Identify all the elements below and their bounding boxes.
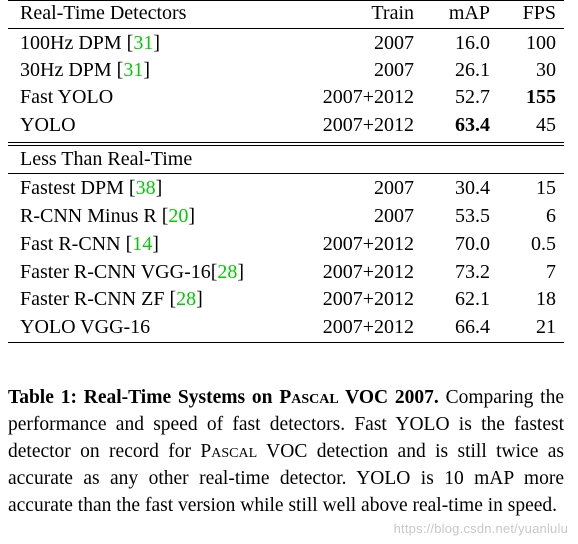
header-rule [8, 28, 564, 29]
detector-name: 30Hz DPM [20, 59, 117, 81]
detector-name: 100Hz DPM [20, 32, 127, 54]
fps-cell: 45 [536, 114, 556, 136]
header-fps: FPS [522, 2, 556, 24]
map-cell: 26.1 [455, 59, 490, 81]
header-detector: Real-Time Detectors [20, 2, 187, 24]
table-row: 100Hz DPM [31] 2007 16.0 100 [20, 32, 556, 54]
train-cell: 2007 [374, 177, 414, 199]
train-cell: 2007+2012 [322, 86, 414, 108]
train-cell: 2007+2012 [322, 288, 414, 310]
detector-name: R-CNN Minus R [20, 205, 162, 227]
detector-name: YOLO [20, 114, 76, 136]
train-cell: 2007+2012 [322, 114, 414, 136]
table-row: 30Hz DPM [31] 2007 26.1 30 [20, 59, 556, 81]
fps-cell: 6 [546, 205, 556, 227]
train-cell: 2007 [374, 205, 414, 227]
section-title-rule [8, 173, 564, 174]
watermark-text: https://blog.csdn.net/yuanlulu [393, 521, 568, 536]
section-rule-top [8, 142, 564, 143]
map-cell: 30.4 [455, 177, 490, 199]
train-cell: 2007 [374, 32, 414, 54]
caption-heading: Table 1: Real-Time Systems on Pascal VOC… [8, 387, 439, 408]
fps-cell: 30 [536, 59, 556, 81]
fps-cell-best: 155 [526, 86, 556, 108]
header-map: mAP [448, 2, 490, 24]
train-cell: 2007 [374, 59, 414, 81]
map-cell: 66.4 [455, 316, 490, 338]
detector-name: Fast R-CNN [20, 233, 126, 255]
citation-link[interactable]: 31 [133, 32, 154, 54]
table-row: Fast R-CNN [14] 2007+2012 70.0 0.5 [20, 233, 556, 255]
table-header-row: Real-Time Detectors Train mAP FPS [0, 0, 578, 26]
detector-name: Faster R-CNN VGG-16 [20, 261, 211, 283]
detector-name: Fast YOLO [20, 86, 114, 108]
citation-link[interactable]: 28 [176, 288, 197, 310]
table-row: R-CNN Minus R [20] 2007 53.5 6 [20, 205, 556, 227]
train-cell: 2007+2012 [322, 316, 414, 338]
fps-cell: 21 [536, 316, 556, 338]
table-bottom-rule [8, 342, 564, 343]
train-cell: 2007+2012 [322, 261, 414, 283]
header-train: Train [371, 2, 414, 24]
table-row: YOLO 2007+2012 63.4 45 [0, 112, 578, 138]
fps-cell: 18 [536, 288, 556, 310]
detector-name: YOLO VGG-16 [20, 316, 151, 338]
fps-cell: 15 [536, 177, 556, 199]
citation-link[interactable]: 28 [217, 261, 238, 283]
detector-name: Faster R-CNN ZF [20, 288, 170, 310]
table-top-rule [8, 0, 564, 1]
citation-link[interactable]: 14 [132, 233, 153, 255]
map-cell: 73.2 [455, 261, 490, 283]
fps-cell: 7 [546, 261, 556, 283]
citation-link[interactable]: 31 [123, 59, 144, 81]
citation-link[interactable]: 20 [168, 205, 189, 227]
detector-name: Fastest DPM [20, 177, 129, 199]
map-cell: 52.7 [455, 86, 490, 108]
map-cell: 16.0 [455, 32, 490, 54]
table-caption: Table 1: Real-Time Systems on Pascal VOC… [8, 384, 564, 519]
table-row: Faster R-CNN VGG-16[28] 2007+2012 73.2 7 [20, 261, 556, 283]
fps-cell: 0.5 [531, 233, 556, 255]
fps-cell: 100 [526, 32, 556, 54]
table-row: Fastest DPM [38] 2007 30.4 15 [20, 177, 556, 199]
table-row: Faster R-CNN ZF [28] 2007+2012 62.1 18 [20, 288, 556, 310]
map-cell: 53.5 [455, 205, 490, 227]
section-title-row: Less Than Real-Time [0, 146, 578, 172]
map-cell: 70.0 [455, 233, 490, 255]
section-title: Less Than Real-Time [20, 148, 193, 170]
table-row: YOLO VGG-16 2007+2012 66.4 21 [0, 314, 578, 340]
caption-body: Comparing the performance and speed of f… [8, 387, 564, 516]
map-cell-best: 63.4 [455, 114, 490, 136]
citation-link[interactable]: 38 [135, 177, 156, 199]
section-rule-bottom [8, 145, 564, 146]
table-row: Fast YOLO 2007+2012 52.7 155 [0, 84, 578, 110]
train-cell: 2007+2012 [322, 233, 414, 255]
map-cell: 62.1 [455, 288, 490, 310]
